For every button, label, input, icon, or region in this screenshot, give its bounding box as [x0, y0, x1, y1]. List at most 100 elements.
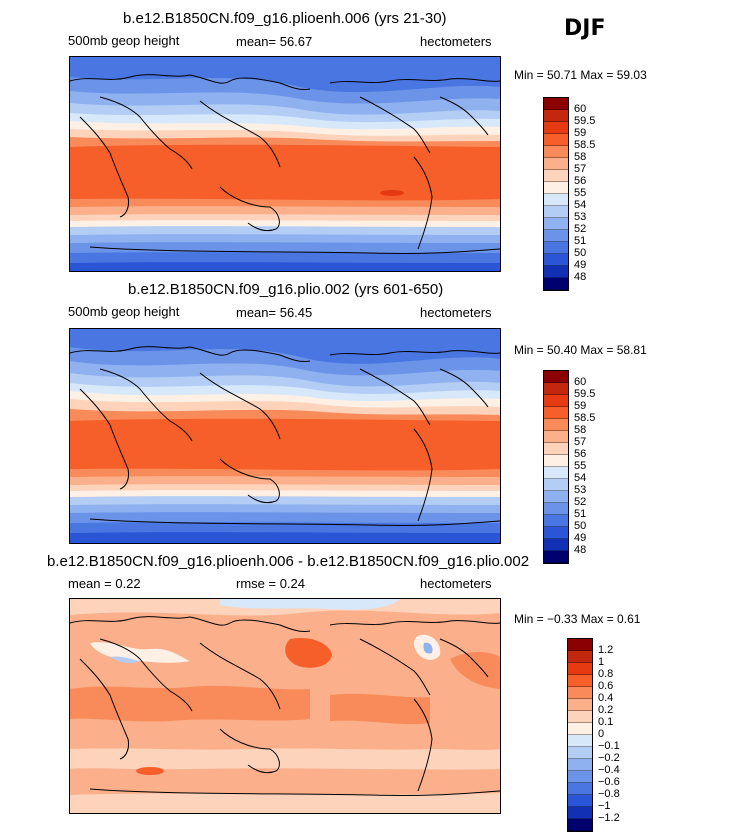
colorbar-tick: 49 [574, 532, 587, 544]
colorbar-tick: 0.2 [598, 704, 614, 716]
colorbar-box [544, 218, 568, 230]
colorbar-tick: 56 [574, 448, 587, 460]
colorbar-box [568, 735, 592, 747]
colorbar-box [568, 807, 592, 819]
colorbar-tick: 59.5 [574, 115, 596, 127]
panel2-contour-field [70, 329, 500, 543]
panel3-title: b.e12.B1850CN.f09_g16.plioenh.006 - b.e1… [47, 553, 530, 570]
colorbar-tick: 50 [574, 247, 587, 259]
colorbar-tick: 55 [574, 187, 587, 199]
colorbar-tick: 59 [574, 400, 587, 412]
colorbar-tick: 1 [598, 656, 605, 668]
panel1-variable-label: 500mb geop height [68, 33, 180, 48]
colorbar-box [544, 395, 568, 407]
colorbar-box [568, 783, 592, 795]
colorbar-tick: 51 [574, 508, 587, 520]
colorbar-box [568, 687, 592, 699]
colorbar-box [544, 278, 568, 290]
panel1-title: b.e12.B1850CN.f09_g16.plioenh.006 (yrs 2… [123, 10, 447, 27]
colorbar-box [544, 455, 568, 467]
colorbar-box [544, 383, 568, 395]
colorbar-box [544, 407, 568, 419]
colorbar-box [568, 675, 592, 687]
colorbar-box [568, 711, 592, 723]
colorbar-tick: 60 [574, 103, 587, 115]
panel3-colorbar: 1.2 1 0.8 0.6 0.4 0.2 0.1 0 −0.1 −0.2 −0… [567, 638, 620, 832]
colorbar-tick: 58.5 [574, 412, 596, 424]
colorbar-tick: 54 [574, 199, 587, 211]
colorbar-box [544, 242, 568, 254]
colorbar-box [544, 467, 568, 479]
colorbar-box [568, 651, 592, 663]
colorbar-tick: −0.8 [598, 788, 620, 800]
colorbar-tick: −1.2 [598, 812, 620, 824]
colorbar-tick: 0 [598, 728, 605, 740]
colorbar-tick: 50 [574, 520, 587, 532]
colorbar-tick: 48 [574, 544, 587, 556]
colorbar-tick: 52 [574, 223, 587, 235]
panel3-units-label: hectometers [420, 576, 492, 591]
colorbar-box [544, 170, 568, 182]
colorbar-box [544, 254, 568, 266]
colorbar-box [568, 759, 592, 771]
colorbar-box [544, 230, 568, 242]
colorbar-tick: 49 [574, 259, 587, 271]
colorbar-box [568, 723, 592, 735]
colorbar-box [544, 158, 568, 170]
colorbar-tick: 0.6 [598, 680, 614, 692]
colorbar-tick: −0.2 [598, 752, 620, 764]
panel2-colorbar: 60 59.5 59 58.5 58 57 56 55 54 53 52 51 … [543, 370, 595, 564]
colorbar-box [568, 771, 592, 783]
colorbar-box [544, 527, 568, 539]
colorbar-tick: 58.5 [574, 139, 596, 151]
colorbar-box [568, 699, 592, 711]
colorbar-tick: 59.5 [574, 388, 596, 400]
panel2-map [69, 328, 501, 544]
colorbar-box [568, 819, 592, 831]
colorbar-tick: 58 [574, 151, 587, 163]
colorbar-tick: 52 [574, 496, 587, 508]
panel3-contour-field [70, 599, 500, 813]
colorbar-box [544, 479, 568, 491]
colorbar-box [544, 539, 568, 551]
season-label: DJF [564, 16, 606, 41]
panel2-minmax: Min = 50.40 Max = 58.81 [514, 343, 647, 357]
colorbar-tick: −0.4 [598, 764, 620, 776]
panel3-map [69, 598, 501, 814]
panel3-minmax: Min = −0.33 Max = 0.61 [514, 612, 641, 626]
colorbar-box [544, 443, 568, 455]
panel1-minmax: Min = 50.71 Max = 59.03 [514, 68, 647, 82]
colorbar-box [544, 266, 568, 278]
colorbar-tick: 51 [574, 235, 587, 247]
panel2-mean-label: mean= 56.45 [236, 305, 313, 320]
colorbar-tick: 55 [574, 460, 587, 472]
colorbar-box [544, 206, 568, 218]
colorbar-box [544, 98, 568, 110]
colorbar-tick: 53 [574, 211, 587, 223]
panel1-contour-field [70, 57, 500, 271]
panel3-mean-label: mean = 0.22 [68, 576, 141, 591]
colorbar-box [544, 551, 568, 563]
colorbar-box [544, 122, 568, 134]
colorbar-tick: 56 [574, 175, 587, 187]
colorbar-box [568, 747, 592, 759]
colorbar-tick: 48 [574, 271, 587, 283]
colorbar-tick: 57 [574, 163, 587, 175]
colorbar-tick: −1 [598, 800, 611, 812]
colorbar-box [568, 639, 592, 651]
colorbar-box [544, 431, 568, 443]
colorbar-tick: 60 [574, 376, 587, 388]
panel1-colorbar: 60 59.5 59 58.5 58 57 56 55 54 53 52 51 … [543, 97, 595, 291]
colorbar-box [544, 146, 568, 158]
colorbar-tick: −0.1 [598, 740, 620, 752]
colorbar-box [544, 371, 568, 383]
colorbar-tick: 57 [574, 436, 587, 448]
colorbar-tick: 0.8 [598, 668, 614, 680]
colorbar-tick: 1.2 [598, 644, 614, 656]
colorbar-box [544, 419, 568, 431]
panel2-units-label: hectometers [420, 305, 492, 320]
colorbar-box [544, 503, 568, 515]
colorbar-box [544, 134, 568, 146]
panel2-title: b.e12.B1850CN.f09_g16.plio.002 (yrs 601-… [128, 281, 444, 298]
colorbar-tick: 58 [574, 424, 587, 436]
